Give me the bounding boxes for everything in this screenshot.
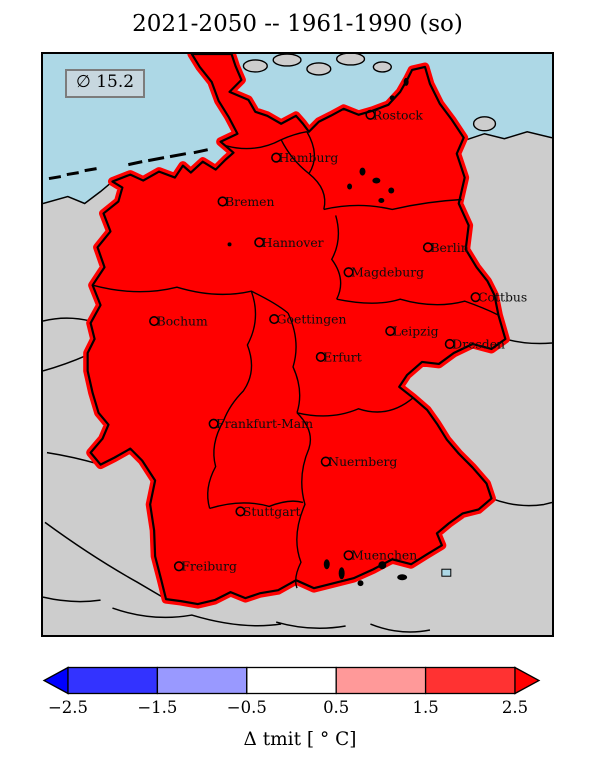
city-label: Hamburg — [279, 150, 339, 165]
alps-lines — [275, 621, 431, 633]
city-label: Hannover — [262, 235, 324, 250]
mean-value-badge: ∅ 15.2 — [65, 69, 146, 99]
city-label: Cottbus — [478, 290, 527, 305]
colorbar-tick-label: −0.5 — [226, 698, 267, 717]
colorbar-tick-label: −1.5 — [137, 698, 178, 717]
city-label: Nuernberg — [328, 454, 397, 469]
city-marker — [470, 292, 481, 303]
france-switzerland-line — [44, 521, 167, 600]
city-marker — [173, 561, 184, 572]
city-label: Freiburg — [181, 559, 237, 574]
city-label: Bochum — [157, 314, 208, 329]
city-marker — [149, 315, 160, 327]
neighbor-borders — [43, 130, 552, 633]
city-marker — [254, 237, 265, 248]
colorbar-tick-labels: −2.5 −1.5 −0.5 0.5 1.5 2.5 — [0, 698, 600, 720]
map-axes: Rostock Hamburg Bremen Hannover Berlin Magdeb… — [41, 52, 554, 637]
city-label: Leipzig — [393, 324, 439, 339]
city-marker — [315, 351, 326, 363]
swiss-border-line — [43, 596, 101, 603]
city-label: Stuttgart — [243, 504, 301, 519]
city-marker — [343, 550, 354, 561]
city-label: Erfurt — [323, 349, 361, 364]
city-marker — [444, 338, 455, 350]
czech-austria-border-line — [491, 497, 552, 507]
colorbar-tick-label: 1.5 — [412, 698, 439, 717]
city-marker — [269, 314, 280, 325]
city-label: Frankfurt-Main — [216, 416, 313, 431]
map-canvas: Rostock Hamburg Bremen Hannover Berlin Magdeb… — [43, 54, 552, 635]
city-marker — [208, 418, 219, 429]
switzerland-line — [112, 607, 282, 627]
city-label: Rostock — [373, 107, 423, 122]
city-label: Muenchen — [351, 548, 417, 563]
colorbar-tick-label: 2.5 — [501, 698, 529, 717]
city-marker — [343, 267, 354, 278]
state-borders — [92, 131, 499, 589]
city-label: Dresden — [452, 336, 505, 351]
netherlands-coastline — [43, 180, 113, 205]
poland-coastline — [463, 130, 552, 142]
city-marker — [365, 109, 376, 120]
city-layer: Rostock Hamburg Bremen Hannover Berlin Magdeb… — [149, 107, 527, 574]
city-marker — [320, 456, 331, 467]
city-label: Magdeburg — [351, 265, 424, 280]
city-label: Berlin — [430, 240, 468, 255]
lakes — [227, 77, 409, 587]
city-marker — [385, 325, 396, 337]
figure-title: 2021-2050 -- 1961-1990 (so) — [132, 11, 463, 37]
city-marker — [271, 152, 282, 163]
city-marker — [422, 242, 434, 253]
wadden-islands — [48, 148, 209, 181]
colorbar-tick-label: −2.5 — [47, 698, 89, 717]
colorbar-axis-label: Δ tmit [ ° C] — [243, 729, 357, 750]
city-label: Bremen — [225, 194, 274, 209]
colorbar-tick-label: 0.5 — [323, 698, 350, 717]
colorbar — [42, 666, 541, 695]
austrian-lake — [441, 568, 452, 577]
city-marker — [235, 506, 246, 517]
colorbar-body — [42, 666, 541, 695]
belgium-border-line — [43, 317, 91, 322]
city-marker — [217, 196, 228, 207]
islands — [242, 54, 497, 132]
city-label: Goettingen — [277, 312, 347, 327]
germany-outline — [86, 54, 507, 606]
